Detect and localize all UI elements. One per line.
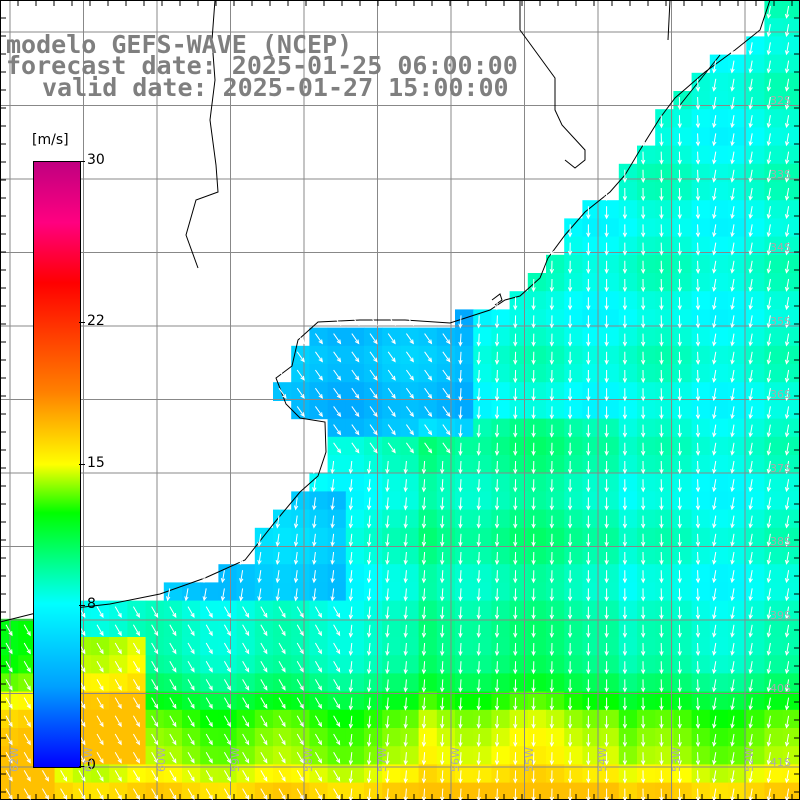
colorbar-tick-label: 30	[87, 152, 105, 168]
colorbar-tick-label: 15	[87, 454, 105, 471]
colorbar-tick-mark	[79, 766, 85, 767]
colorbar-tick-label: 22	[87, 313, 105, 330]
lon-label: 60W	[155, 747, 168, 772]
lat-label: 40S	[770, 682, 791, 695]
colorbar-tick-mark	[79, 604, 85, 606]
lat-label: 41S	[770, 755, 791, 769]
colorbar	[33, 161, 81, 768]
lat-label: 35S	[770, 314, 791, 328]
lat-label: 38S	[770, 535, 791, 548]
lat-label: 36S	[770, 388, 791, 401]
lon-label: 58W	[302, 747, 315, 772]
lon-label: 61W	[81, 747, 95, 772]
lon-label: 55W	[522, 747, 536, 772]
lat-label: 39S	[770, 608, 791, 622]
model-title: modelo GEFS-WAVE (NCEP)	[6, 30, 353, 59]
lon-label: 59W	[228, 747, 242, 772]
lon-label: 52W	[743, 747, 756, 772]
forecast-date: forecast date: 2025-01-25 06:00:00	[6, 51, 518, 80]
lat-label: 33S	[770, 167, 791, 181]
lon-label: 56W	[449, 747, 462, 772]
lon-label: 54W	[596, 747, 609, 772]
colorbar-unit: [m/s]	[32, 132, 69, 148]
lon-label: 62W	[8, 747, 21, 772]
lat-label: 37S	[770, 461, 791, 475]
lat-label: 34S	[770, 241, 791, 254]
colorbar-tick-mark	[79, 322, 85, 324]
lon-label: 53W	[669, 747, 683, 772]
colorbar-tick-mark	[79, 161, 85, 162]
lat-label: 32S	[770, 94, 791, 107]
colorbar-tick-label: 8	[87, 595, 96, 612]
colorbar-tick-mark	[79, 463, 85, 465]
lon-label: 57W	[375, 747, 389, 772]
valid-date: valid date: 2025-01-27 15:00:00	[42, 73, 509, 102]
colorbar-tick-label: 0	[87, 757, 96, 773]
